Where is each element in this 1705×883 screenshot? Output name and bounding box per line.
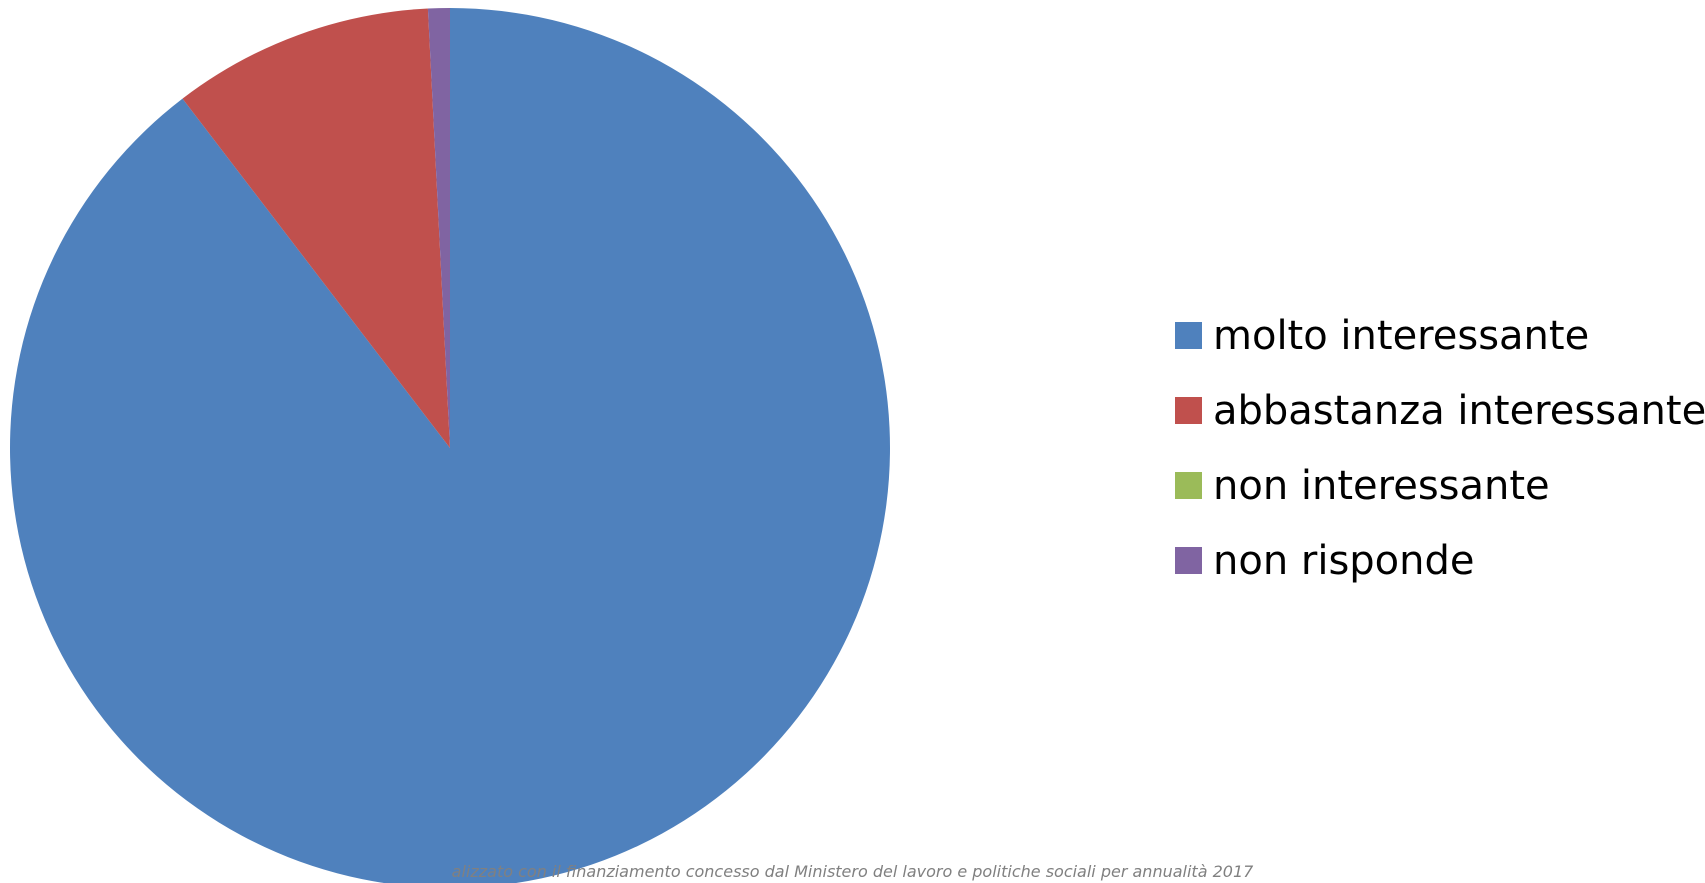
pie-slice-non-risponde xyxy=(427,8,450,448)
legend-label: abbastanza interessante xyxy=(1213,387,1705,434)
legend-label: non risponde xyxy=(1213,537,1475,584)
pie-slice-abbastanza-interessante xyxy=(182,8,450,449)
pie-slice-molto-interessante xyxy=(10,8,890,883)
pie-slices xyxy=(10,8,890,883)
legend-item-non-risponde: non risponde xyxy=(1175,523,1705,598)
legend-swatch xyxy=(1175,397,1202,424)
footer-note: alizzato con il finanziamento concesso d… xyxy=(451,862,1254,881)
chart-legend: molto interessante abbastanza interessan… xyxy=(1175,298,1705,598)
legend-label: molto interessante xyxy=(1213,312,1590,359)
legend-item-molto-interessante: molto interessante xyxy=(1175,298,1705,373)
legend-item-abbastanza-interessante: abbastanza interessante xyxy=(1175,373,1705,448)
legend-swatch xyxy=(1175,472,1202,499)
legend-item-non-interessante: non interessante xyxy=(1175,448,1705,523)
legend-label: non interessante xyxy=(1213,462,1550,509)
legend-swatch xyxy=(1175,547,1202,574)
legend-swatch xyxy=(1175,322,1202,349)
